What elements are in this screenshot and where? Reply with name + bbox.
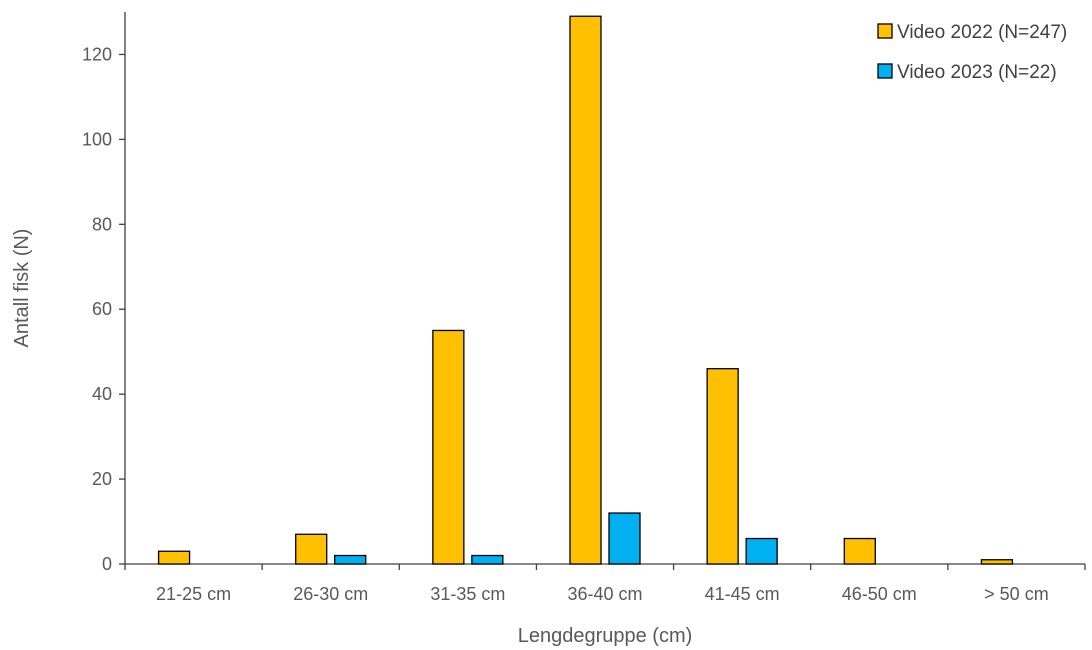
x-tick-label: 36-40 cm bbox=[567, 584, 642, 604]
y-axis-title: Antall fisk (N) bbox=[11, 229, 33, 348]
y-tick-label: 0 bbox=[102, 554, 112, 574]
y-tick-label: 60 bbox=[92, 299, 112, 319]
bar-video-2023-2 bbox=[471, 554, 504, 565]
y-tick-label: 100 bbox=[82, 129, 112, 149]
bar-video-2022-4 bbox=[706, 368, 739, 565]
y-tick-label: 80 bbox=[92, 214, 112, 234]
x-tick-label: 41-45 cm bbox=[705, 584, 780, 604]
bar-video-2022-6 bbox=[980, 559, 1014, 565]
bar-video-2023-1 bbox=[334, 554, 367, 565]
bar-video-2023-3 bbox=[608, 512, 641, 565]
bar-video-2022-5 bbox=[843, 537, 876, 565]
bar-video-2022-0 bbox=[157, 550, 191, 565]
legend-swatch bbox=[877, 23, 893, 39]
x-tick-label: 31-35 cm bbox=[430, 584, 505, 604]
x-axis-title: Lengdegruppe (cm) bbox=[518, 625, 693, 647]
y-tick-label: 120 bbox=[82, 44, 112, 64]
x-axis: 21-25 cm 26-30 cm 31-35 cm 36-40 cm 41-45 cm… bbox=[124, 563, 1086, 604]
legend-label: Video 2023 (N=22) bbox=[897, 62, 1057, 83]
x-tick-label: 26-30 cm bbox=[293, 584, 368, 604]
bar-video-2023-4 bbox=[745, 537, 778, 565]
x-tick-label: > 50 cm bbox=[984, 584, 1049, 604]
y-axis: 0 20 40 60 80 100 120 bbox=[82, 12, 126, 574]
bar-video-2022-3 bbox=[569, 15, 602, 565]
bar-video-2022-2 bbox=[432, 329, 465, 565]
legend-swatch bbox=[877, 63, 893, 79]
bar-video-2022-1 bbox=[295, 533, 328, 565]
legend-label: Video 2022 (N=247) bbox=[897, 22, 1067, 43]
bars bbox=[157, 15, 1014, 565]
legend: Video 2022 (N=247) Video 2023 (N=22) bbox=[877, 22, 1067, 83]
y-tick-label: 20 bbox=[92, 469, 112, 489]
y-tick-label: 40 bbox=[92, 384, 112, 404]
x-tick-label: 21-25 cm bbox=[156, 584, 231, 604]
x-tick-label: 46-50 cm bbox=[842, 584, 917, 604]
